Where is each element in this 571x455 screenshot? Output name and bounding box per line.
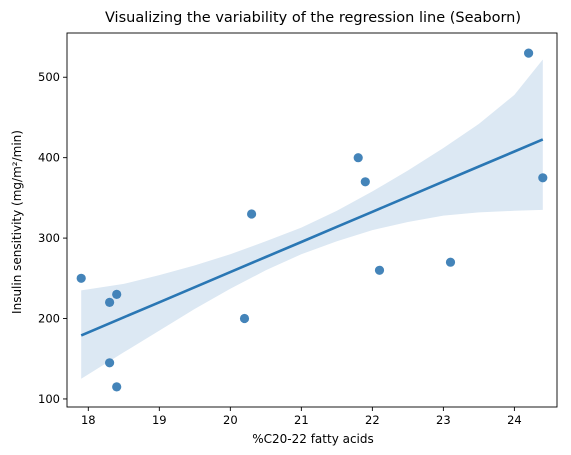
y-tick-label-400: 400	[38, 151, 60, 165]
x-tick-label-20: 20	[223, 413, 238, 427]
x-axis-label: %C20-22 fatty acids	[252, 432, 374, 446]
plot-area: 18 19 20 21 22 23 24 100 200 300 400 500	[38, 32, 558, 427]
data-point-7	[247, 209, 257, 219]
plot-frame	[66, 32, 558, 408]
data-point-9	[360, 177, 370, 187]
data-point-4	[105, 358, 115, 368]
x-tick-label-24: 24	[507, 413, 522, 427]
x-tick-label-19: 19	[152, 413, 167, 427]
data-point-8	[353, 153, 363, 163]
regression-line	[80, 138, 544, 337]
y-tick-label-300: 300	[38, 231, 60, 245]
x-tick-label-18: 18	[81, 413, 96, 427]
data-point-12	[524, 48, 534, 58]
x-tick-label-22: 22	[365, 413, 380, 427]
data-point-3	[112, 289, 122, 299]
confidence-band	[81, 59, 543, 379]
y-tick-label-200: 200	[38, 312, 60, 326]
data-point-10	[374, 265, 385, 275]
y-tick-label-100: 100	[38, 392, 60, 406]
data-point-5	[112, 382, 122, 392]
x-tick-label-23: 23	[436, 413, 451, 427]
y-tick-label-500: 500	[38, 70, 60, 84]
data-point-13	[538, 173, 548, 183]
data-point-6	[239, 313, 250, 324]
data-point-11	[445, 257, 456, 267]
data-point-1	[76, 273, 86, 283]
chart-title: Visualizing the variability of the regre…	[105, 10, 521, 26]
y-axis-label: Insulin sensitivity (mg/m²/min)	[10, 130, 24, 314]
x-tick-label-21: 21	[294, 413, 309, 427]
data-point-2	[105, 297, 115, 307]
